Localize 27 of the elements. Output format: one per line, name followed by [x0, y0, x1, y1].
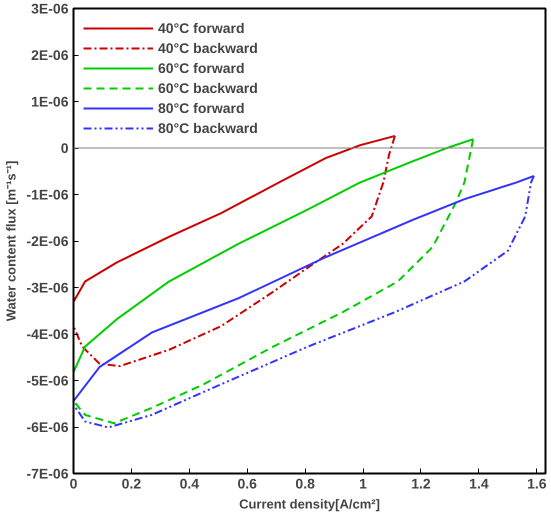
y-tick-label: 1E-06 [31, 94, 69, 110]
legend-label: 40°C forward [158, 19, 245, 38]
legend-label: 80°C forward [158, 99, 245, 118]
legend-label: 40°C backward [158, 39, 258, 58]
y-tick-label: -6E-06 [26, 419, 69, 435]
x-tick-label: 0.8 [295, 476, 316, 492]
y-tick-label: -1E-06 [26, 186, 69, 202]
legend-label: 60°C backward [158, 79, 258, 98]
x-tick-label: 1.6 [527, 476, 547, 492]
x-tick-label: 1 [359, 476, 368, 492]
x-tick-label: 0.6 [238, 476, 258, 492]
legend-label: 80°C backward [158, 119, 258, 138]
y-tick-label: -7E-06 [26, 466, 69, 482]
x-tick-label: 1.4 [469, 476, 489, 492]
y-tick-label: -3E-06 [26, 280, 69, 296]
y-tick-label: 3E-06 [31, 0, 69, 16]
y-tick-label: -2E-06 [26, 233, 69, 249]
y-tick-label: 0 [60, 140, 69, 156]
y-tick-label: -5E-06 [26, 372, 69, 388]
legend-label: 60°C forward [158, 59, 245, 78]
x-axis-title: Current density[A/cm²] [239, 496, 380, 512]
x-tick-label: 1.2 [411, 476, 431, 492]
y-tick-label: 2E-06 [31, 47, 69, 63]
y-tick-label: -4E-06 [26, 326, 69, 342]
x-tick-label: 0.2 [122, 476, 142, 492]
x-tick-label: 0.4 [180, 476, 200, 492]
y-axis-title: Water content flux [m⁻¹s⁻¹] [3, 160, 18, 322]
